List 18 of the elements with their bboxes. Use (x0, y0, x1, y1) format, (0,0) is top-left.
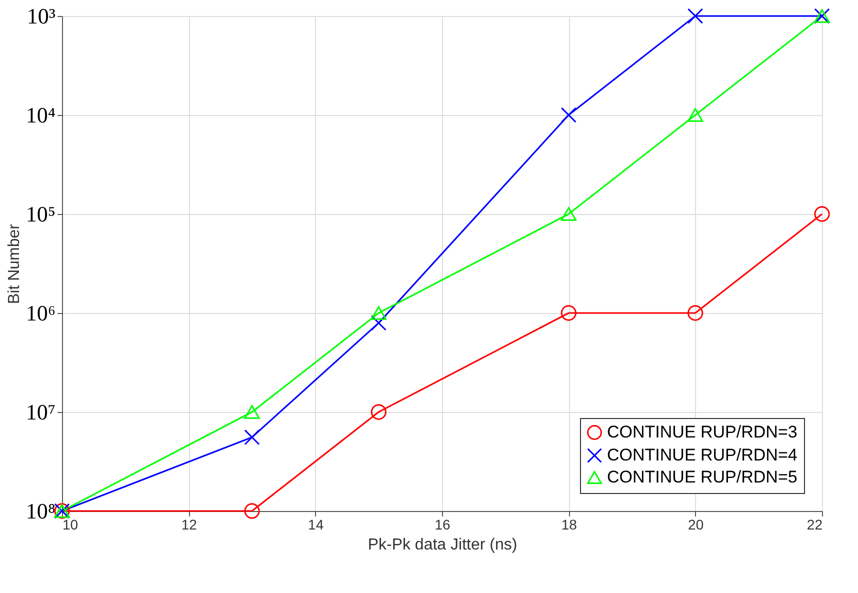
y-tick-label: 10³ (26, 4, 56, 28)
x-tick-label: 14 (308, 516, 324, 532)
x-tick-label: 20 (688, 516, 704, 532)
y-tick-label: 10⁷ (26, 400, 56, 424)
legend-label: CONTINUE RUP/RDN=3 (607, 422, 798, 442)
y-axis-title: Bit Number (6, 223, 23, 304)
y-tick-label: 10⁵ (26, 202, 56, 226)
y-tick-label: 10⁸ (26, 498, 56, 524)
x-tick-label: 16 (434, 516, 450, 532)
y-tick-label: 10⁶ (26, 300, 56, 326)
y-tick-label: 10⁴ (26, 102, 56, 128)
legend-label: CONTINUE RUP/RDN=4 (607, 446, 798, 464)
x-tick-label: 22 (806, 516, 823, 532)
x-tick-label: 18 (561, 516, 578, 532)
x-axis-title: Pk-Pk data Jitter (ns) (368, 536, 518, 554)
legend-label: CONTINUE RUP/RDN=5 (607, 468, 798, 486)
x-tick-label: 10 (62, 516, 78, 532)
x-tick-label: 12 (181, 516, 198, 532)
